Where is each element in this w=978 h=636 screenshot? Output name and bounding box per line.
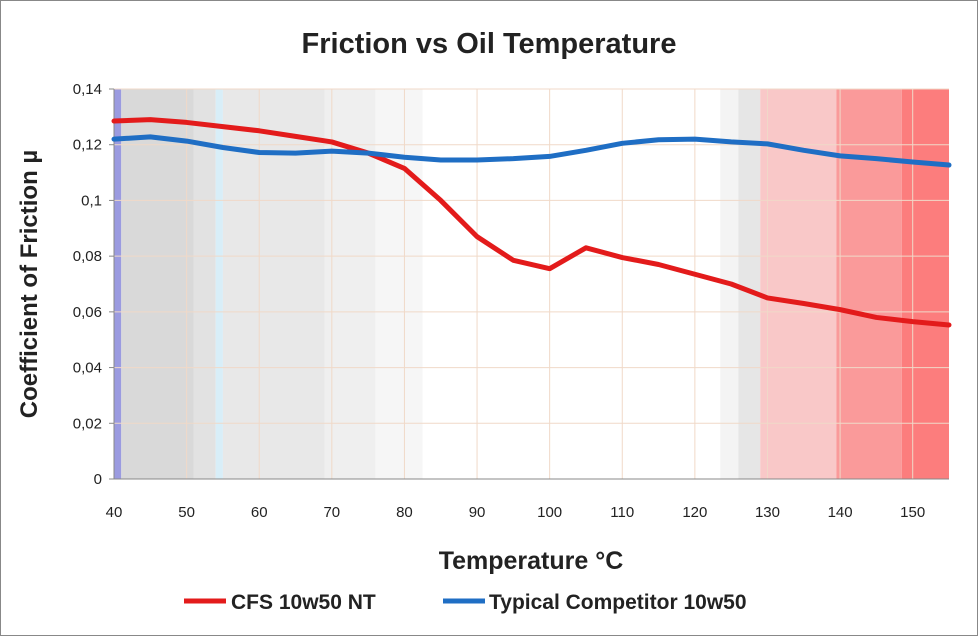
x-tick-label: 100	[537, 504, 562, 521]
x-tick-label: 40	[106, 504, 123, 521]
x-tick-label: 80	[396, 504, 413, 521]
y-tick-label: 0	[94, 471, 102, 488]
x-tick-label: 70	[323, 504, 340, 521]
x-tick-label: 110	[610, 504, 634, 521]
y-tick-label: 0,02	[73, 415, 102, 432]
y-tick-label: 0,04	[73, 360, 102, 377]
chart-title: Friction vs Oil Temperature	[302, 28, 677, 60]
x-tick-label: 150	[900, 504, 925, 521]
temperature-band	[375, 89, 423, 479]
y-tick-label: 0,1	[81, 192, 102, 209]
x-tick-label: 50	[178, 504, 195, 521]
temperature-band	[836, 89, 902, 479]
temperature-band	[193, 89, 216, 479]
legend-label-cfs: CFS 10w50 NT	[231, 591, 376, 614]
temperature-band	[215, 89, 223, 479]
x-tick-label: 120	[682, 504, 707, 521]
x-tick-label: 130	[755, 504, 780, 521]
x-axis-label: Temperature °C	[439, 547, 624, 575]
temperature-band	[422, 89, 721, 479]
y-tick-label: 0,14	[73, 81, 102, 98]
x-tick-label: 60	[251, 504, 268, 521]
y-tick-label: 0,12	[73, 137, 102, 154]
temperature-band	[901, 89, 949, 479]
x-tick-label: 140	[828, 504, 853, 521]
y-axis-label: Coefficient of Friction µ	[16, 150, 43, 419]
series-line-1	[111, 134, 952, 168]
series-lines	[111, 117, 952, 328]
temperature-band	[121, 89, 194, 479]
y-tick-label: 0,06	[73, 304, 102, 321]
temperature-band	[738, 89, 761, 479]
series-line-0	[111, 117, 952, 328]
axes: 40 50 60 70 80 90 100 110 120 130 140 150 0 0,02 0,04 0…	[73, 81, 949, 521]
x-tick-label: 90	[469, 504, 486, 521]
y-tick-label: 0,08	[73, 248, 102, 265]
temperature-band	[114, 89, 122, 479]
legend: CFS 10w50 NT Typical Competitor 10w50	[184, 591, 747, 614]
legend-label-competitor: Typical Competitor 10w50	[489, 591, 747, 614]
